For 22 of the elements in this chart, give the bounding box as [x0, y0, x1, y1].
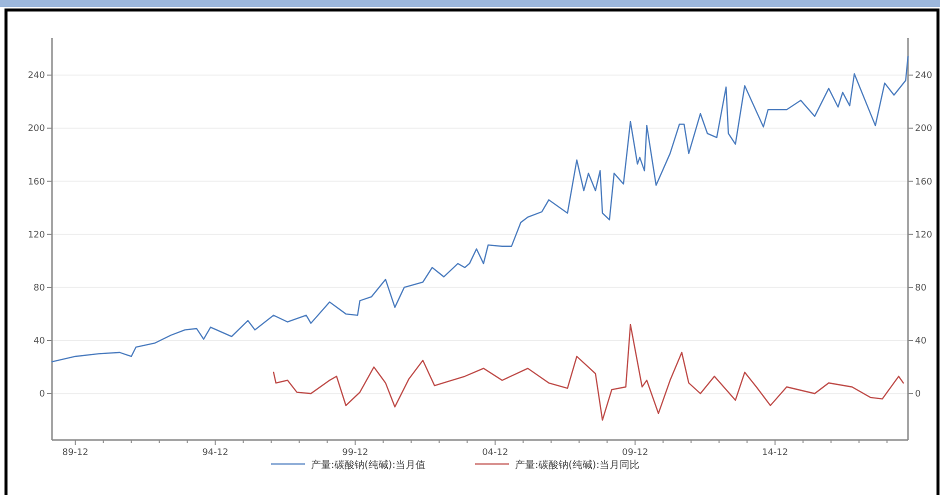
x-tick-label: 09-12 [622, 448, 648, 458]
x-tick-label: 99-12 [342, 448, 368, 458]
y2-tick-label: 0 [915, 390, 921, 400]
legend-label: 产量:碳酸钠(纯碱):当月值 [311, 459, 426, 471]
y2-tick-label: 240 [915, 71, 932, 82]
x-tick-label: 14-12 [762, 448, 788, 458]
legend-label: 产量:碳酸钠(纯碱):当月同比 [515, 459, 640, 471]
y2-tick-label: 40 [915, 336, 927, 346]
y-tick-label: 120 [28, 230, 46, 240]
y-tick-label: 200 [28, 124, 46, 134]
y-tick-label: 0 [39, 390, 46, 400]
y2-tick-label: 160 [915, 177, 932, 188]
x-tick-label: 89-12 [62, 448, 88, 458]
y-tick-label: 160 [28, 177, 46, 188]
x-tick-label: 04-12 [482, 448, 508, 458]
y2-tick-label: 200 [915, 124, 932, 134]
y-tick-label: 240 [28, 71, 46, 82]
y-tick-label: 40 [34, 336, 46, 346]
x-tick-label: 94-12 [202, 448, 228, 458]
y-tick-label: 80 [34, 283, 46, 294]
y2-tick-label: 120 [915, 230, 932, 240]
y2-tick-label: 80 [915, 283, 927, 294]
